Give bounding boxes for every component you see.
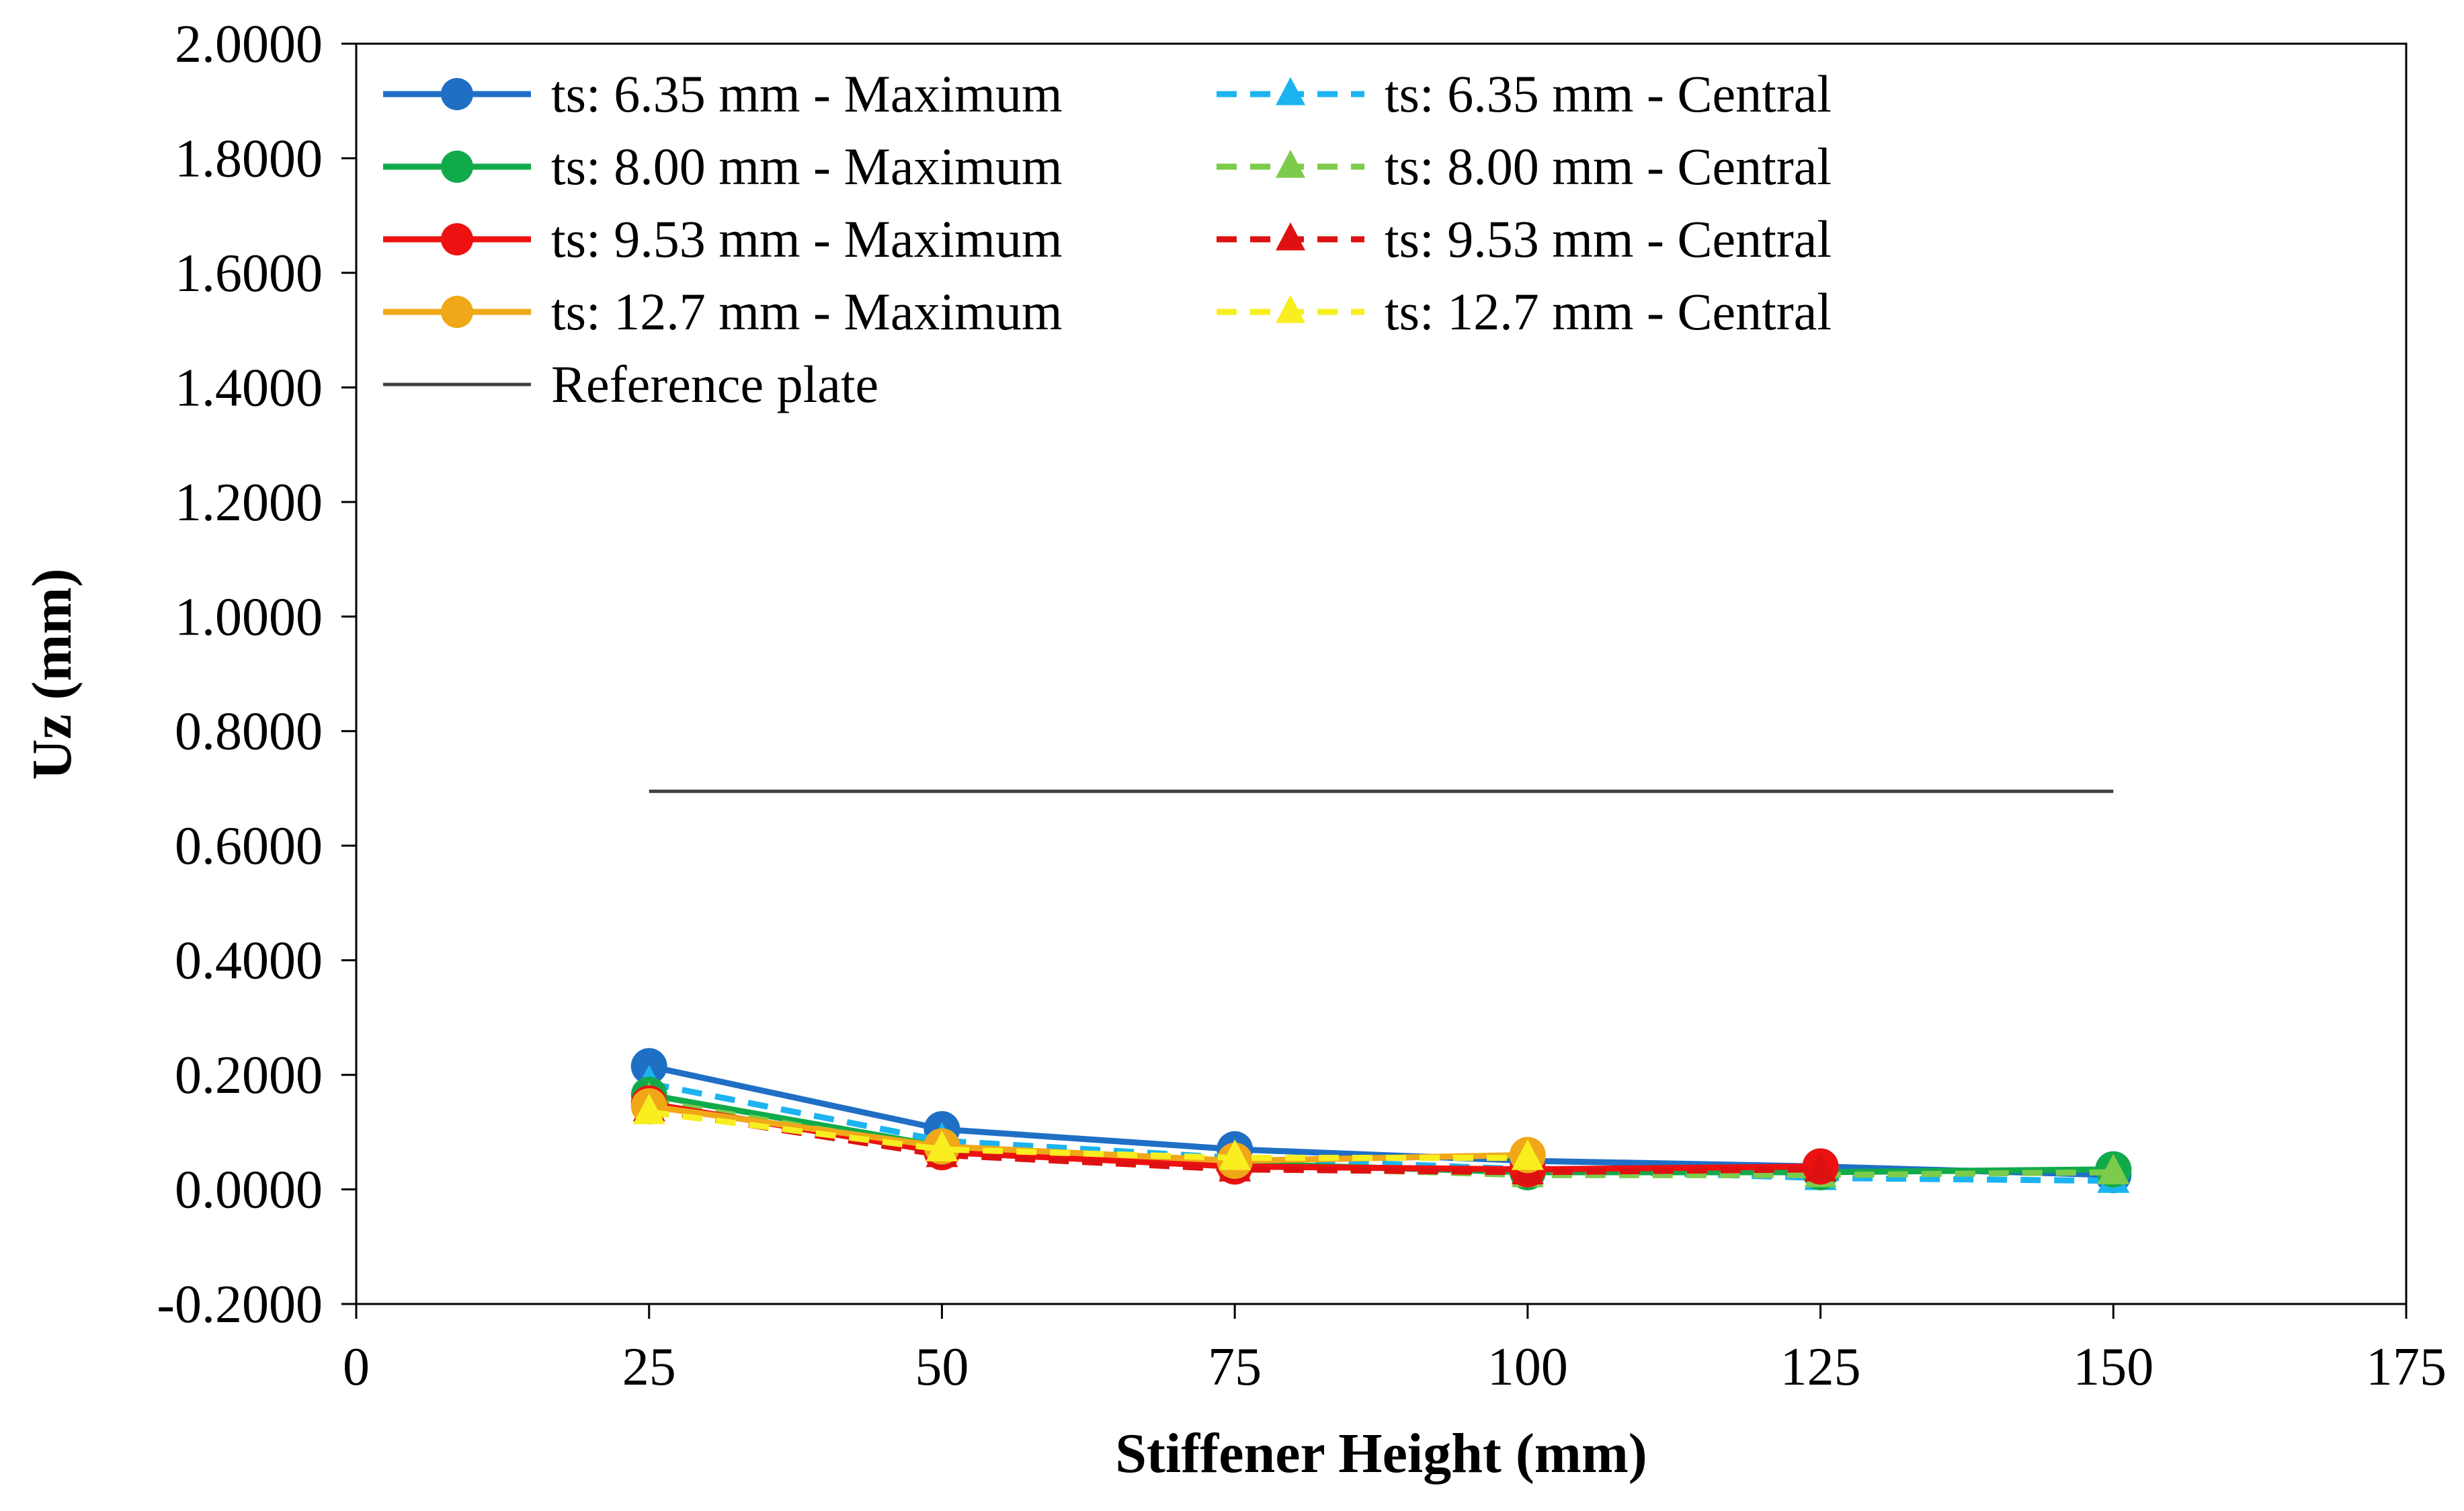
series-line [648, 1080, 2114, 1184]
legend-label: ts: 6.35 mm - Maximum [551, 65, 1063, 123]
legend-marker [441, 151, 473, 183]
y-axis-title: Uz (mm) [21, 569, 83, 780]
y-tick-label: 1.0000 [175, 587, 323, 647]
series-layer [630, 789, 2132, 1194]
y-tick-label: 1.6000 [175, 244, 323, 303]
legend-item: ts: 9.53 mm - Maximum [383, 210, 1063, 268]
y-tick-label: 1.4000 [175, 358, 323, 417]
legend-marker [441, 223, 473, 255]
legend-item: ts: 8.00 mm - Maximum [383, 137, 1063, 196]
data-point [1804, 1151, 1837, 1182]
series-line [649, 1109, 1528, 1161]
legend-label: ts: 8.00 mm - Maximum [551, 137, 1063, 196]
y-tick-label: 0.8000 [175, 702, 323, 762]
data-point [1219, 1139, 1251, 1170]
y-tick-label: 0.2000 [175, 1046, 323, 1105]
y-tick-label: 1.2000 [175, 473, 323, 532]
data-point [1511, 1139, 1544, 1170]
x-tick-label: 100 [1487, 1338, 1568, 1397]
legend-item: ts: 12.7 mm - Central [1217, 282, 1832, 341]
legend-marker [1276, 149, 1305, 178]
legend-label: ts: 6.35 mm - Central [1385, 65, 1832, 123]
legend: ts: 6.35 mm - Maximum ts: 6.35 mm - Centr… [383, 65, 1832, 413]
y-tick-label: 0.0000 [175, 1161, 323, 1220]
x-axis-ticks: 0 25 50 75 100 125 150 175 [343, 1304, 2447, 1397]
legend-label: ts: 12.7 mm - Central [1385, 282, 1832, 341]
legend-item: ts: 9.53 mm - Central [1217, 210, 1832, 268]
x-tick-label: 175 [2366, 1338, 2447, 1397]
legend-item: ts: 8.00 mm - Central [1217, 137, 1832, 196]
legend-item: Reference plate [383, 355, 878, 413]
y-tick-label: 0.6000 [175, 817, 323, 876]
y-tick-label: 1.8000 [175, 129, 323, 188]
x-axis-title: Stiffener Height (mm) [1115, 1422, 1647, 1485]
legend-label: Reference plate [551, 355, 878, 413]
x-tick-label: 50 [915, 1338, 969, 1397]
legend-marker [1276, 294, 1305, 323]
legend-marker [1276, 77, 1305, 106]
legend-item: ts: 6.35 mm - Maximum [383, 65, 1063, 123]
legend-label: ts: 12.7 mm - Maximum [551, 282, 1063, 341]
legend-label: ts: 9.53 mm - Maximum [551, 210, 1063, 268]
y-tick-label: 0.4000 [175, 932, 323, 991]
data-point [632, 1093, 665, 1125]
y-tick-label: 2.0000 [175, 15, 323, 74]
legend-marker [441, 78, 473, 110]
x-tick-label: 25 [622, 1338, 676, 1397]
legend-label: ts: 8.00 mm - Central [1385, 137, 1832, 196]
legend-marker [441, 296, 473, 328]
legend-label: ts: 9.53 mm - Central [1385, 210, 1832, 268]
legend-item: ts: 12.7 mm - Maximum [383, 282, 1063, 341]
data-point [926, 1131, 958, 1161]
plot-frame [355, 42, 2408, 1305]
legend-marker [1276, 222, 1305, 251]
x-tick-label: 125 [1780, 1338, 1861, 1397]
data-point [2097, 1153, 2130, 1184]
x-tick-label: 150 [2073, 1338, 2153, 1397]
x-tick-label: 75 [1208, 1338, 1262, 1397]
y-axis-ticks: -0.2000 0.0000 0.2000 0.4000 0.6000 0.8000 1.0… [157, 15, 356, 1334]
y-tick-label: -0.2000 [157, 1275, 323, 1334]
legend-item: ts: 6.35 mm - Central [1217, 65, 1832, 123]
x-tick-label: 0 [343, 1338, 370, 1397]
series-ts-12-7-mm-central [632, 1093, 1544, 1170]
